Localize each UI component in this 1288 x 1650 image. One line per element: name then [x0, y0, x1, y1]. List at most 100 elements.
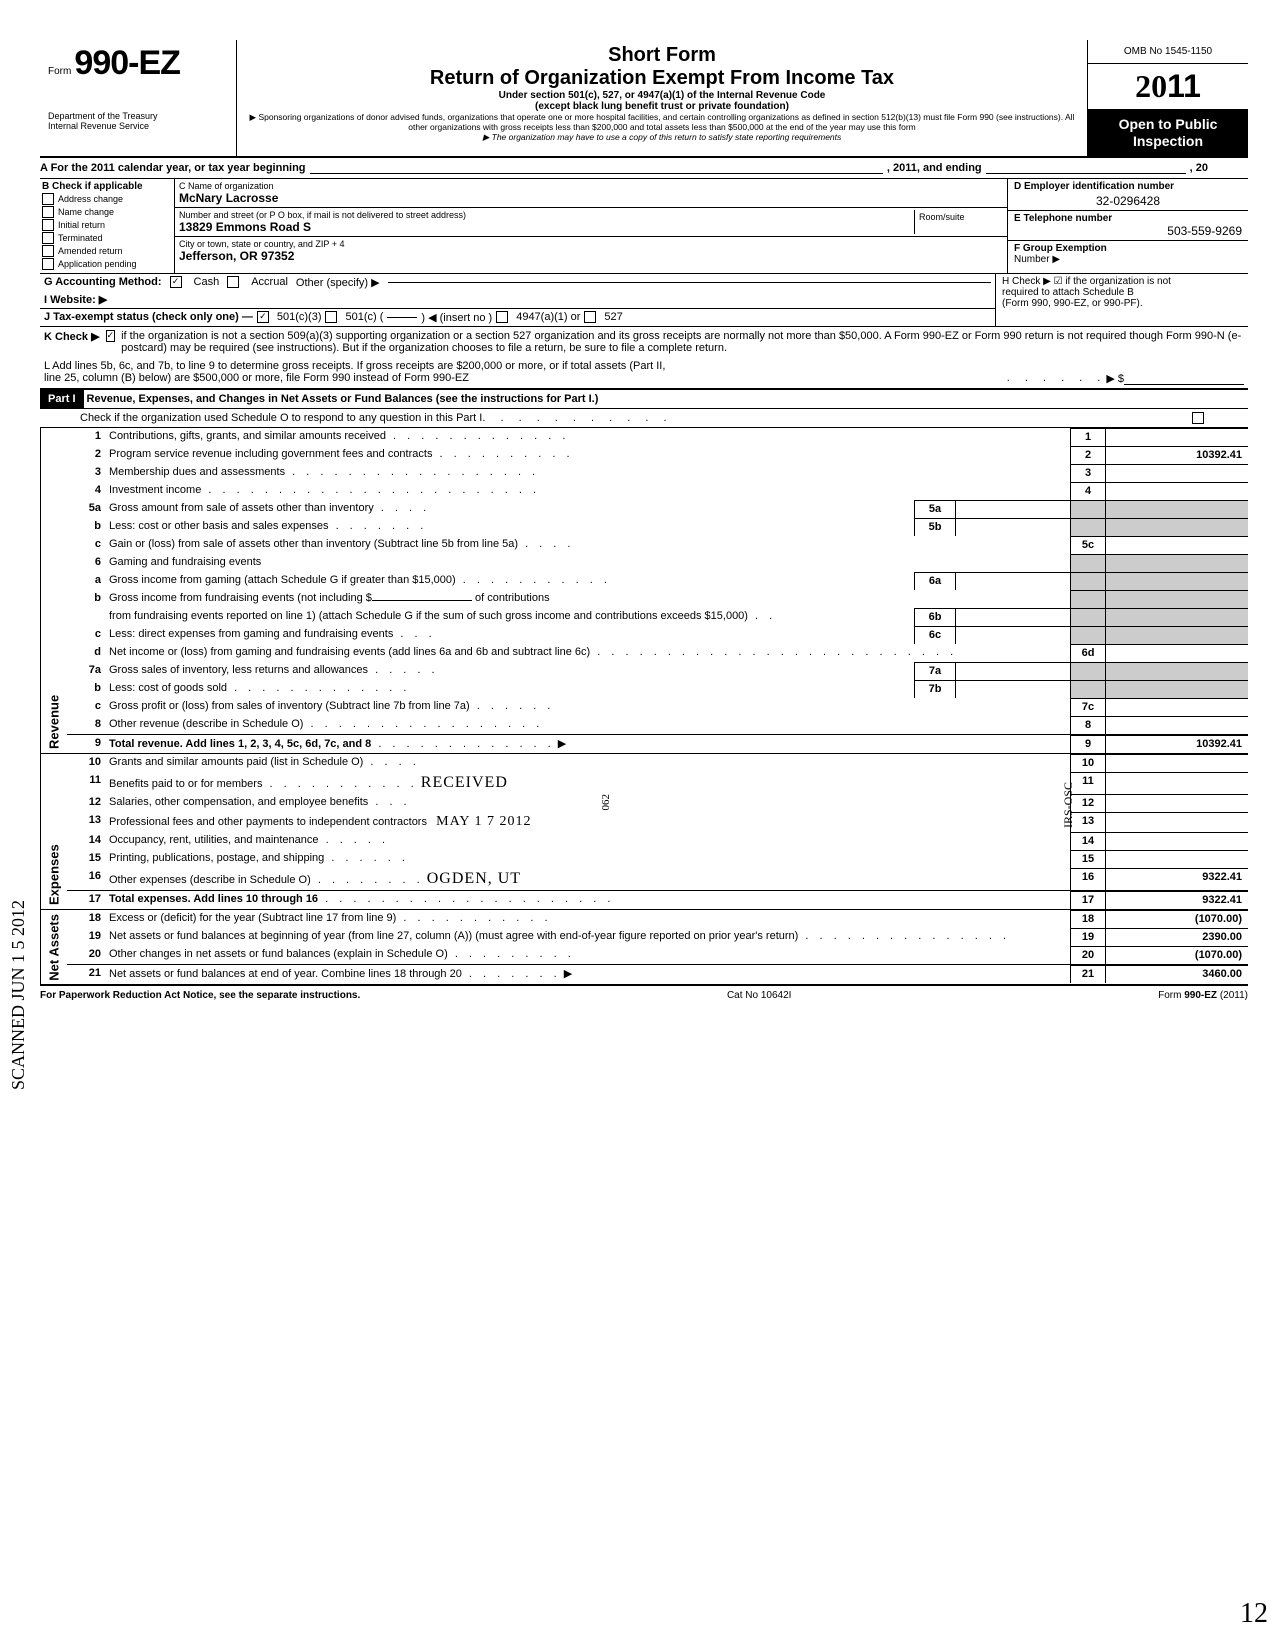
l20-value: (1070.00)	[1106, 946, 1248, 964]
b-item-3: Terminated	[58, 233, 103, 243]
c-city-label: City or town, state or country, and ZIP …	[179, 239, 1003, 249]
form-990ez: Form 990-EZ Department of the Treasury I…	[40, 40, 1248, 1001]
l4-text: Investment income	[109, 484, 201, 496]
g-label: G Accounting Method:	[44, 276, 162, 288]
year-suffix: 11	[1167, 68, 1201, 104]
j-4947: 4947(a)(1) or	[516, 311, 580, 323]
l18-value: (1070.00)	[1106, 910, 1248, 928]
l15-text: Printing, publications, postage, and shi…	[109, 852, 324, 864]
l6b1-text: Gross income from fundraising events (no…	[109, 592, 372, 604]
b-item-4: Amended return	[58, 246, 123, 256]
org-city: Jefferson, OR 97352	[179, 249, 1003, 263]
expenses-vert-label: Expenses	[40, 754, 67, 909]
l16-value: 9322.41	[1106, 868, 1248, 890]
ein-value: 32-0296428	[1014, 192, 1242, 208]
chk-cash[interactable]: ✓	[170, 276, 182, 288]
chk-name-change[interactable]	[42, 206, 54, 218]
l-text1: L Add lines 5b, 6c, and 7b, to line 9 to…	[44, 360, 1244, 372]
l6b3-text: from fundraising events reported on line…	[109, 610, 748, 622]
section-a-right: , 20	[1190, 162, 1208, 174]
chk-k[interactable]: ✓	[106, 330, 116, 342]
chk-527[interactable]	[584, 311, 596, 323]
l19-value: 2390.00	[1106, 928, 1248, 946]
part1-check-row: Check if the organization used Schedule …	[40, 409, 1248, 428]
c-name-label: C Name of organization	[179, 181, 1003, 191]
g-other: Other (specify) ▶	[296, 276, 380, 289]
phone-value: 503-559-9269	[1014, 224, 1242, 238]
k-text: if the organization is not a section 509…	[121, 330, 1244, 354]
b-item-2: Initial return	[58, 220, 105, 230]
form-number: 990-EZ	[74, 44, 180, 82]
footer-mid: Cat No 10642I	[727, 990, 792, 1001]
l14-text: Occupancy, rent, utilities, and maintena…	[109, 834, 319, 846]
chk-terminated[interactable]	[42, 232, 54, 244]
footer-right: Form 990-EZ (2011)	[1158, 990, 1248, 1001]
tax-year: 2011	[1088, 64, 1248, 110]
line-l: L Add lines 5b, 6c, and 7b, to line 9 to…	[40, 357, 1248, 390]
l16-text: Other expenses (describe in Schedule O)	[109, 874, 311, 886]
h-line1: H Check ▶ ☑ if the organization is not	[1002, 276, 1242, 287]
expenses-section: Expenses 10Grants and similar amounts pa…	[40, 754, 1248, 910]
l1-text: Contributions, gifts, grants, and simila…	[109, 430, 386, 442]
chk-accrual[interactable]	[227, 276, 239, 288]
l-text2: line 25, column (B) below) are $500,000 …	[44, 372, 469, 385]
revenue-vert-label: Revenue	[40, 428, 67, 753]
revenue-section: Revenue 1Contributions, gifts, grants, a…	[40, 428, 1248, 754]
l17-text: Total expenses. Add lines 10 through 16	[109, 893, 318, 905]
l12-text: Salaries, other compensation, and employ…	[109, 796, 368, 808]
main-title: Return of Organization Exempt From Incom…	[247, 67, 1077, 90]
l6c-text: Less: direct expenses from gaming and fu…	[109, 628, 393, 640]
l2-value: 10392.41	[1106, 446, 1248, 464]
l8-text: Other revenue (describe in Schedule O)	[109, 718, 303, 730]
f-label: F Group Exemption	[1014, 243, 1242, 254]
j-501c-b: ) ◀ (insert no )	[421, 311, 492, 324]
section-a-left: A For the 2011 calendar year, or tax yea…	[40, 162, 306, 174]
j-527: 527	[604, 311, 622, 323]
chk-address-change[interactable]	[42, 193, 54, 205]
stamp-irsosc: IRS-OSC	[1061, 782, 1076, 828]
l21-value: 3460.00	[1106, 965, 1248, 983]
chk-initial-return[interactable]	[42, 219, 54, 231]
part1-label: Part I	[40, 390, 84, 408]
stamp-ogden: OGDEN, UT	[427, 870, 521, 887]
stamp-date: MAY 1 7 2012	[436, 814, 531, 829]
k-label: K Check ▶	[44, 330, 100, 354]
netassets-vert-label: Net Assets	[40, 910, 67, 985]
block-h: H Check ▶ ☑ if the organization is not r…	[995, 274, 1248, 326]
l7c-text: Gross profit or (loss) from sales of inv…	[109, 700, 470, 712]
b-item-0: Address change	[58, 194, 123, 204]
open-line2: Inspection	[1092, 133, 1244, 150]
netassets-section: Net Assets 18Excess or (deficit) for the…	[40, 910, 1248, 987]
fine-print-2: ▶ The organization may have to use a cop…	[247, 132, 1077, 142]
subtitle2: (except black lung benefit trust or priv…	[247, 101, 1077, 112]
chk-amended[interactable]	[42, 245, 54, 257]
block-b: B Check if applicable Address change Nam…	[40, 179, 175, 273]
chk-501c3[interactable]: ✓	[257, 311, 269, 323]
j-501c: 501(c) (	[345, 311, 383, 323]
g-cash: Cash	[194, 276, 220, 288]
fine-print-1: ▶ Sponsoring organizations of donor advi…	[247, 112, 1077, 132]
form-number-box: Form 990-EZ Department of the Treasury I…	[40, 40, 237, 156]
dept-treasury: Department of the Treasury	[48, 111, 228, 121]
section-a-mid: , 2011, and ending	[887, 162, 982, 174]
block-c: C Name of organization McNary Lacrosse N…	[175, 179, 1007, 273]
l9-value: 10392.41	[1106, 735, 1248, 753]
chk-part1-schedo[interactable]	[1192, 412, 1204, 424]
year-prefix: 20	[1135, 68, 1167, 104]
title-box: Short Form Return of Organization Exempt…	[237, 40, 1087, 156]
l18-text: Excess or (deficit) for the year (Subtra…	[109, 912, 396, 924]
part1-header-row: Part I Revenue, Expenses, and Changes in…	[40, 390, 1248, 409]
j-label: J Tax-exempt status (check only one) —	[44, 311, 253, 323]
l3-text: Membership dues and assessments	[109, 466, 285, 478]
chk-501c[interactable]	[325, 311, 337, 323]
e-label: E Telephone number	[1014, 213, 1242, 224]
chk-application-pending[interactable]	[42, 258, 54, 270]
l5a-text: Gross amount from sale of assets other t…	[109, 502, 374, 514]
stamp-062: 062	[600, 794, 612, 811]
d-label: D Employer identification number	[1014, 181, 1242, 192]
right-header-box: OMB No 1545-1150 2011 Open to Public Ins…	[1087, 40, 1248, 156]
c-addr-label: Number and street (or P O box, if mail i…	[179, 210, 914, 220]
chk-4947[interactable]	[496, 311, 508, 323]
open-line1: Open to Public	[1092, 116, 1244, 133]
org-name: McNary Lacrosse	[179, 191, 1003, 205]
